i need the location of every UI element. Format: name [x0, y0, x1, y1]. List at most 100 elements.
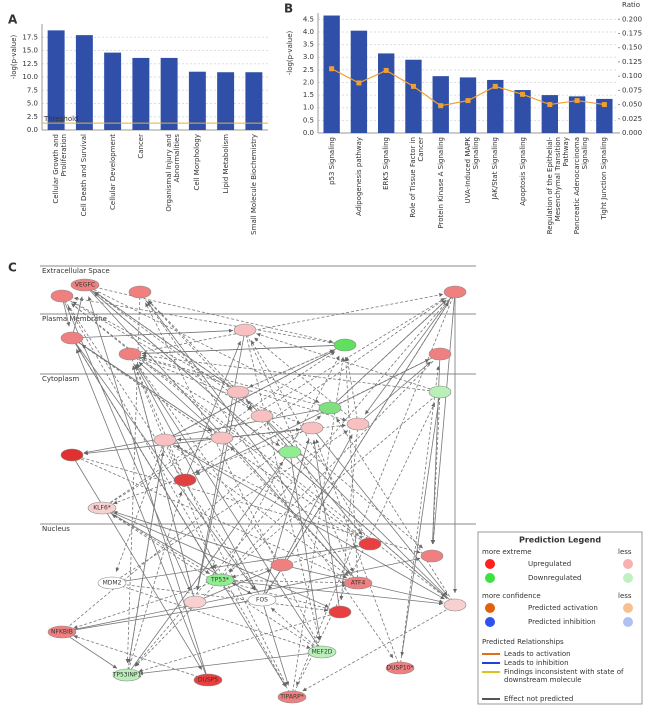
edge: [115, 439, 166, 572]
x-tick-label: Cell Death and Survival: [80, 134, 89, 217]
node-label: TP53*: [210, 577, 229, 584]
node: [60, 331, 84, 345]
edge: [270, 607, 323, 653]
edge: [231, 582, 341, 613]
edge: [184, 340, 241, 481]
x-tick-label: JAK/Stat Signaling: [491, 137, 500, 200]
y-tick-label: 0.5: [303, 116, 314, 124]
edge: [141, 344, 346, 356]
edge: [430, 391, 441, 545]
legend-swatch: [485, 573, 495, 583]
edge: [219, 355, 340, 581]
edge: [101, 507, 210, 575]
x-tick-label: Cancer: [136, 134, 145, 159]
bar: [378, 53, 395, 133]
node: [343, 576, 373, 590]
node: [97, 576, 127, 590]
edge: [311, 427, 448, 596]
ratio-point: [410, 83, 416, 89]
edge: [431, 291, 456, 545]
y2-tick-label: 0.175: [622, 29, 642, 37]
edge: [61, 631, 118, 669]
legend-text: Leads to inhibition: [504, 659, 569, 667]
edge: [138, 361, 223, 439]
edge: [138, 651, 323, 676]
x-tick-label: Apoptosis Signaling: [518, 137, 527, 206]
node: [233, 323, 257, 337]
node: [307, 645, 337, 659]
edge: [134, 364, 186, 481]
legend-swatch: [623, 559, 633, 569]
y2-axis-label: Ratio: [622, 1, 640, 9]
edge: [94, 291, 239, 393]
edge: [135, 364, 263, 601]
node: [318, 401, 342, 415]
ratio-point: [383, 67, 389, 73]
edge: [129, 293, 444, 355]
edge: [261, 415, 363, 536]
edge: [132, 365, 196, 603]
edge: [61, 295, 252, 411]
y-tick-label: 2.5: [27, 113, 38, 121]
y2-tick-label: 0.025: [622, 115, 642, 123]
edge: [164, 439, 349, 577]
y-tick-label: 4.0: [303, 28, 314, 36]
x-tick-label: Organismal Injury and Abnormalities: [165, 134, 182, 212]
bar: [405, 59, 422, 133]
edge: [71, 328, 234, 339]
edge: [67, 306, 293, 698]
edge: [111, 582, 329, 612]
legend-text: more confidence: [482, 592, 541, 600]
x-tick-label: UVA-Induced MAPK Signaling: [464, 137, 480, 204]
node: [420, 549, 444, 563]
legend-swatch: [485, 559, 495, 569]
y2-tick-label: 0.200: [622, 15, 642, 23]
edge: [289, 451, 322, 641]
edge: [261, 599, 290, 686]
node: [250, 409, 274, 423]
node: [50, 289, 74, 303]
bar: [487, 79, 504, 133]
legend-swatch: [623, 573, 633, 583]
node: [346, 417, 370, 431]
edge: [84, 284, 351, 575]
edge: [61, 557, 421, 633]
y-tick-label: 15.0: [22, 47, 38, 55]
node: [47, 625, 77, 639]
edge: [147, 300, 291, 453]
y-tick-label: 1.0: [303, 104, 314, 112]
edge: [219, 579, 347, 585]
bar: [217, 72, 235, 130]
edge: [261, 439, 310, 601]
x-tick-label: Pancreatic Adenocarcinoma Signaling: [573, 137, 590, 235]
edge: [126, 491, 183, 676]
panel-label: B: [284, 2, 293, 16]
y-tick-label: 7.5: [27, 86, 38, 94]
bar: [104, 52, 122, 131]
y-tick-label: 1.5: [303, 91, 314, 99]
edge: [246, 400, 456, 606]
bar: [514, 90, 531, 133]
node: [173, 473, 197, 487]
x-tick-label: Lipid Metabolism: [221, 134, 230, 194]
y-tick-label: 3.0: [303, 53, 314, 61]
y2-tick-label: 0.100: [622, 72, 642, 80]
legend-swatch: [485, 603, 495, 613]
edge: [146, 301, 359, 584]
y2-tick-label: 0.150: [622, 44, 642, 52]
edge: [111, 544, 359, 584]
edge: [221, 427, 301, 439]
node-label: DUSP5: [198, 677, 218, 684]
x-tick-label: Adipogenesis pathway: [354, 137, 363, 216]
edge: [81, 344, 371, 545]
edge: [164, 350, 335, 441]
y2-tick-label: 0.075: [622, 86, 642, 94]
x-tick-label: Cellular Development: [108, 134, 117, 210]
edge: [195, 329, 246, 591]
legend-text: Effect not predicted: [504, 695, 574, 703]
node-label: ATF4: [351, 580, 366, 587]
edge: [248, 344, 346, 388]
ratio-point: [492, 83, 498, 89]
legend-text: Prediction Legend: [519, 536, 601, 545]
